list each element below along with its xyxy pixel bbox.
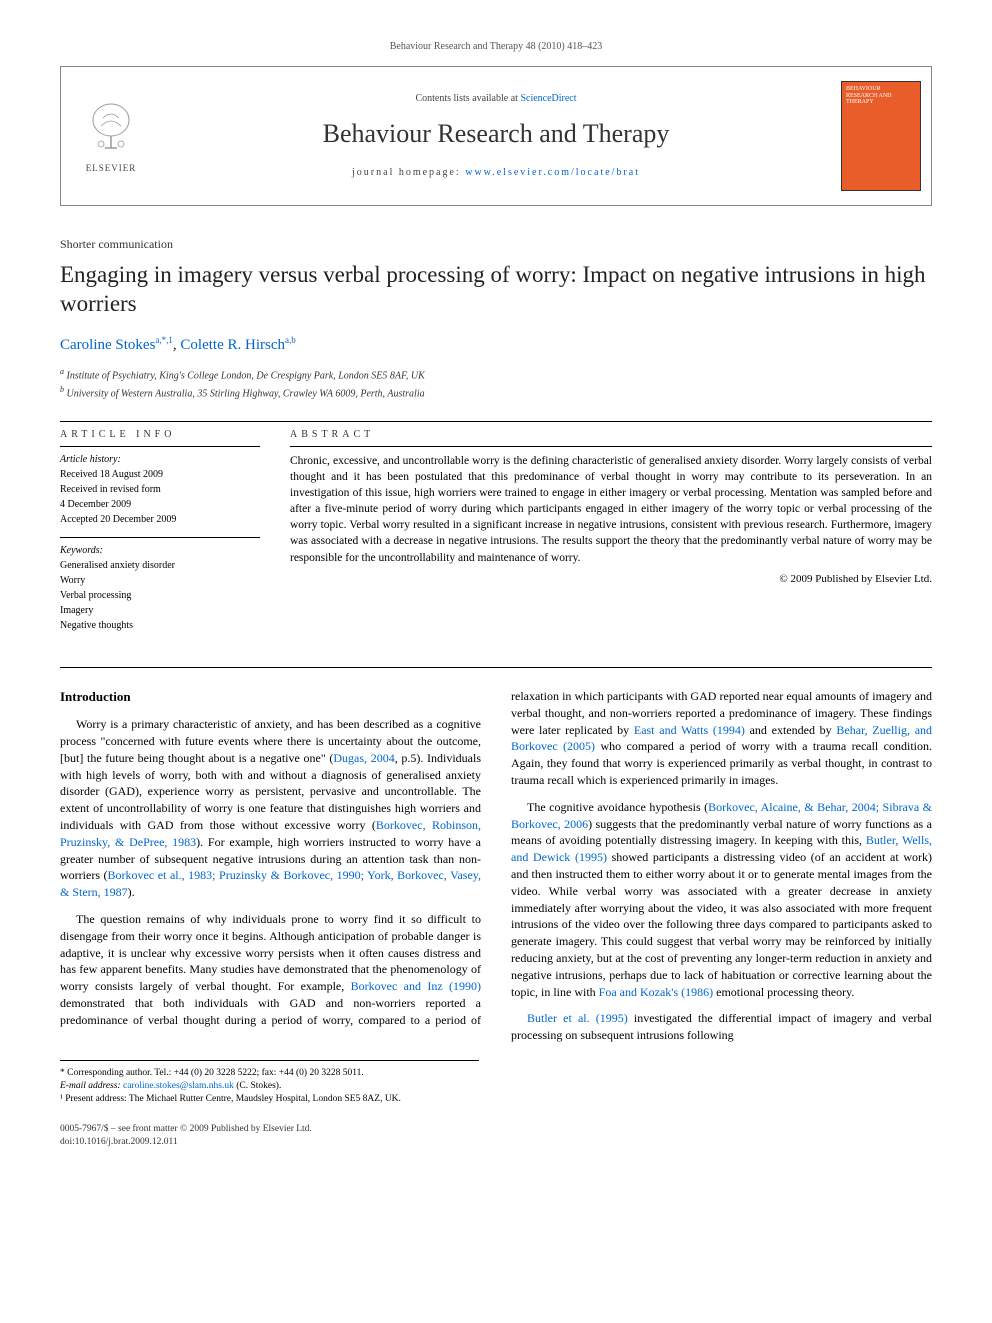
body-para-4: Butler et al. (1995) investigated the di… [511, 1010, 932, 1044]
cite-borkovec-inz-1990[interactable]: Borkovec and Inz (1990) [351, 979, 481, 993]
journal-homepage-link[interactable]: www.elsevier.com/locate/brat [465, 167, 640, 178]
author-2[interactable]: Colette R. Hirsch [180, 337, 285, 353]
article-info: ARTICLE INFO Article history: Received 1… [60, 428, 260, 643]
cite-butler-1995b[interactable]: Butler et al. (1995) [527, 1011, 628, 1025]
section-introduction: Introduction [60, 688, 481, 706]
corresponding-author: * Corresponding author. Tel.: +44 (0) 20… [60, 1067, 479, 1080]
article-type: Shorter communication [60, 236, 932, 253]
sciencedirect-link[interactable]: ScienceDirect [520, 93, 576, 104]
abstract-heading: ABSTRACT [290, 428, 932, 442]
email-line: E-mail address: caroline.stokes@slam.nhs… [60, 1080, 479, 1093]
elsevier-tree-icon [81, 98, 141, 158]
footnotes: * Corresponding author. Tel.: +44 (0) 20… [60, 1060, 479, 1107]
journal-cover-thumb: BEHAVIOUR RESEARCH AND THERAPY [831, 67, 931, 205]
journal-homepage-line: journal homepage: www.elsevier.com/locat… [352, 166, 640, 180]
article-info-heading: ARTICLE INFO [60, 428, 260, 442]
running-head: Behaviour Research and Therapy 48 (2010)… [60, 40, 932, 54]
body-para-3: The cognitive avoidance hypothesis (Bork… [511, 799, 932, 1001]
elsevier-label: ELSEVIER [86, 162, 137, 175]
body-columns: Introduction Worry is a primary characte… [60, 688, 932, 1044]
journal-title: Behaviour Research and Therapy [323, 116, 670, 152]
journal-header-box: ELSEVIER Contents lists available at Sci… [60, 66, 932, 206]
abstract-body: Chronic, excessive, and uncontrollable w… [290, 453, 932, 566]
page-footer: 0005-7967/$ – see front matter © 2009 Pu… [60, 1123, 932, 1150]
authors-line: Caroline Stokesa,*,1, Colette R. Hirscha… [60, 334, 932, 356]
affiliations: a Institute of Psychiatry, King's Colleg… [60, 366, 932, 401]
email-link[interactable]: caroline.stokes@slam.nhs.uk [123, 1081, 234, 1091]
header-center: Contents lists available at ScienceDirec… [161, 67, 831, 205]
contents-available-line: Contents lists available at ScienceDirec… [415, 92, 576, 106]
cite-borkovec-multi[interactable]: Borkovec et al., 1983; Pruzinsky & Borko… [60, 868, 481, 899]
elsevier-logo: ELSEVIER [61, 67, 161, 205]
cite-foa-kozak-1986[interactable]: Foa and Kozak's (1986) [599, 985, 713, 999]
cite-dugas-2004[interactable]: Dugas, 2004 [333, 751, 394, 765]
author-1[interactable]: Caroline Stokes [60, 337, 155, 353]
present-address-note: ¹ Present address: The Michael Rutter Ce… [60, 1093, 479, 1106]
article-title: Engaging in imagery versus verbal proces… [60, 261, 932, 319]
abstract: ABSTRACT Chronic, excessive, and uncontr… [290, 428, 932, 643]
cite-east-watts-1994[interactable]: East and Watts (1994) [634, 723, 745, 737]
abstract-copyright: © 2009 Published by Elsevier Ltd. [290, 572, 932, 587]
body-para-1: Worry is a primary characteristic of anx… [60, 716, 481, 901]
